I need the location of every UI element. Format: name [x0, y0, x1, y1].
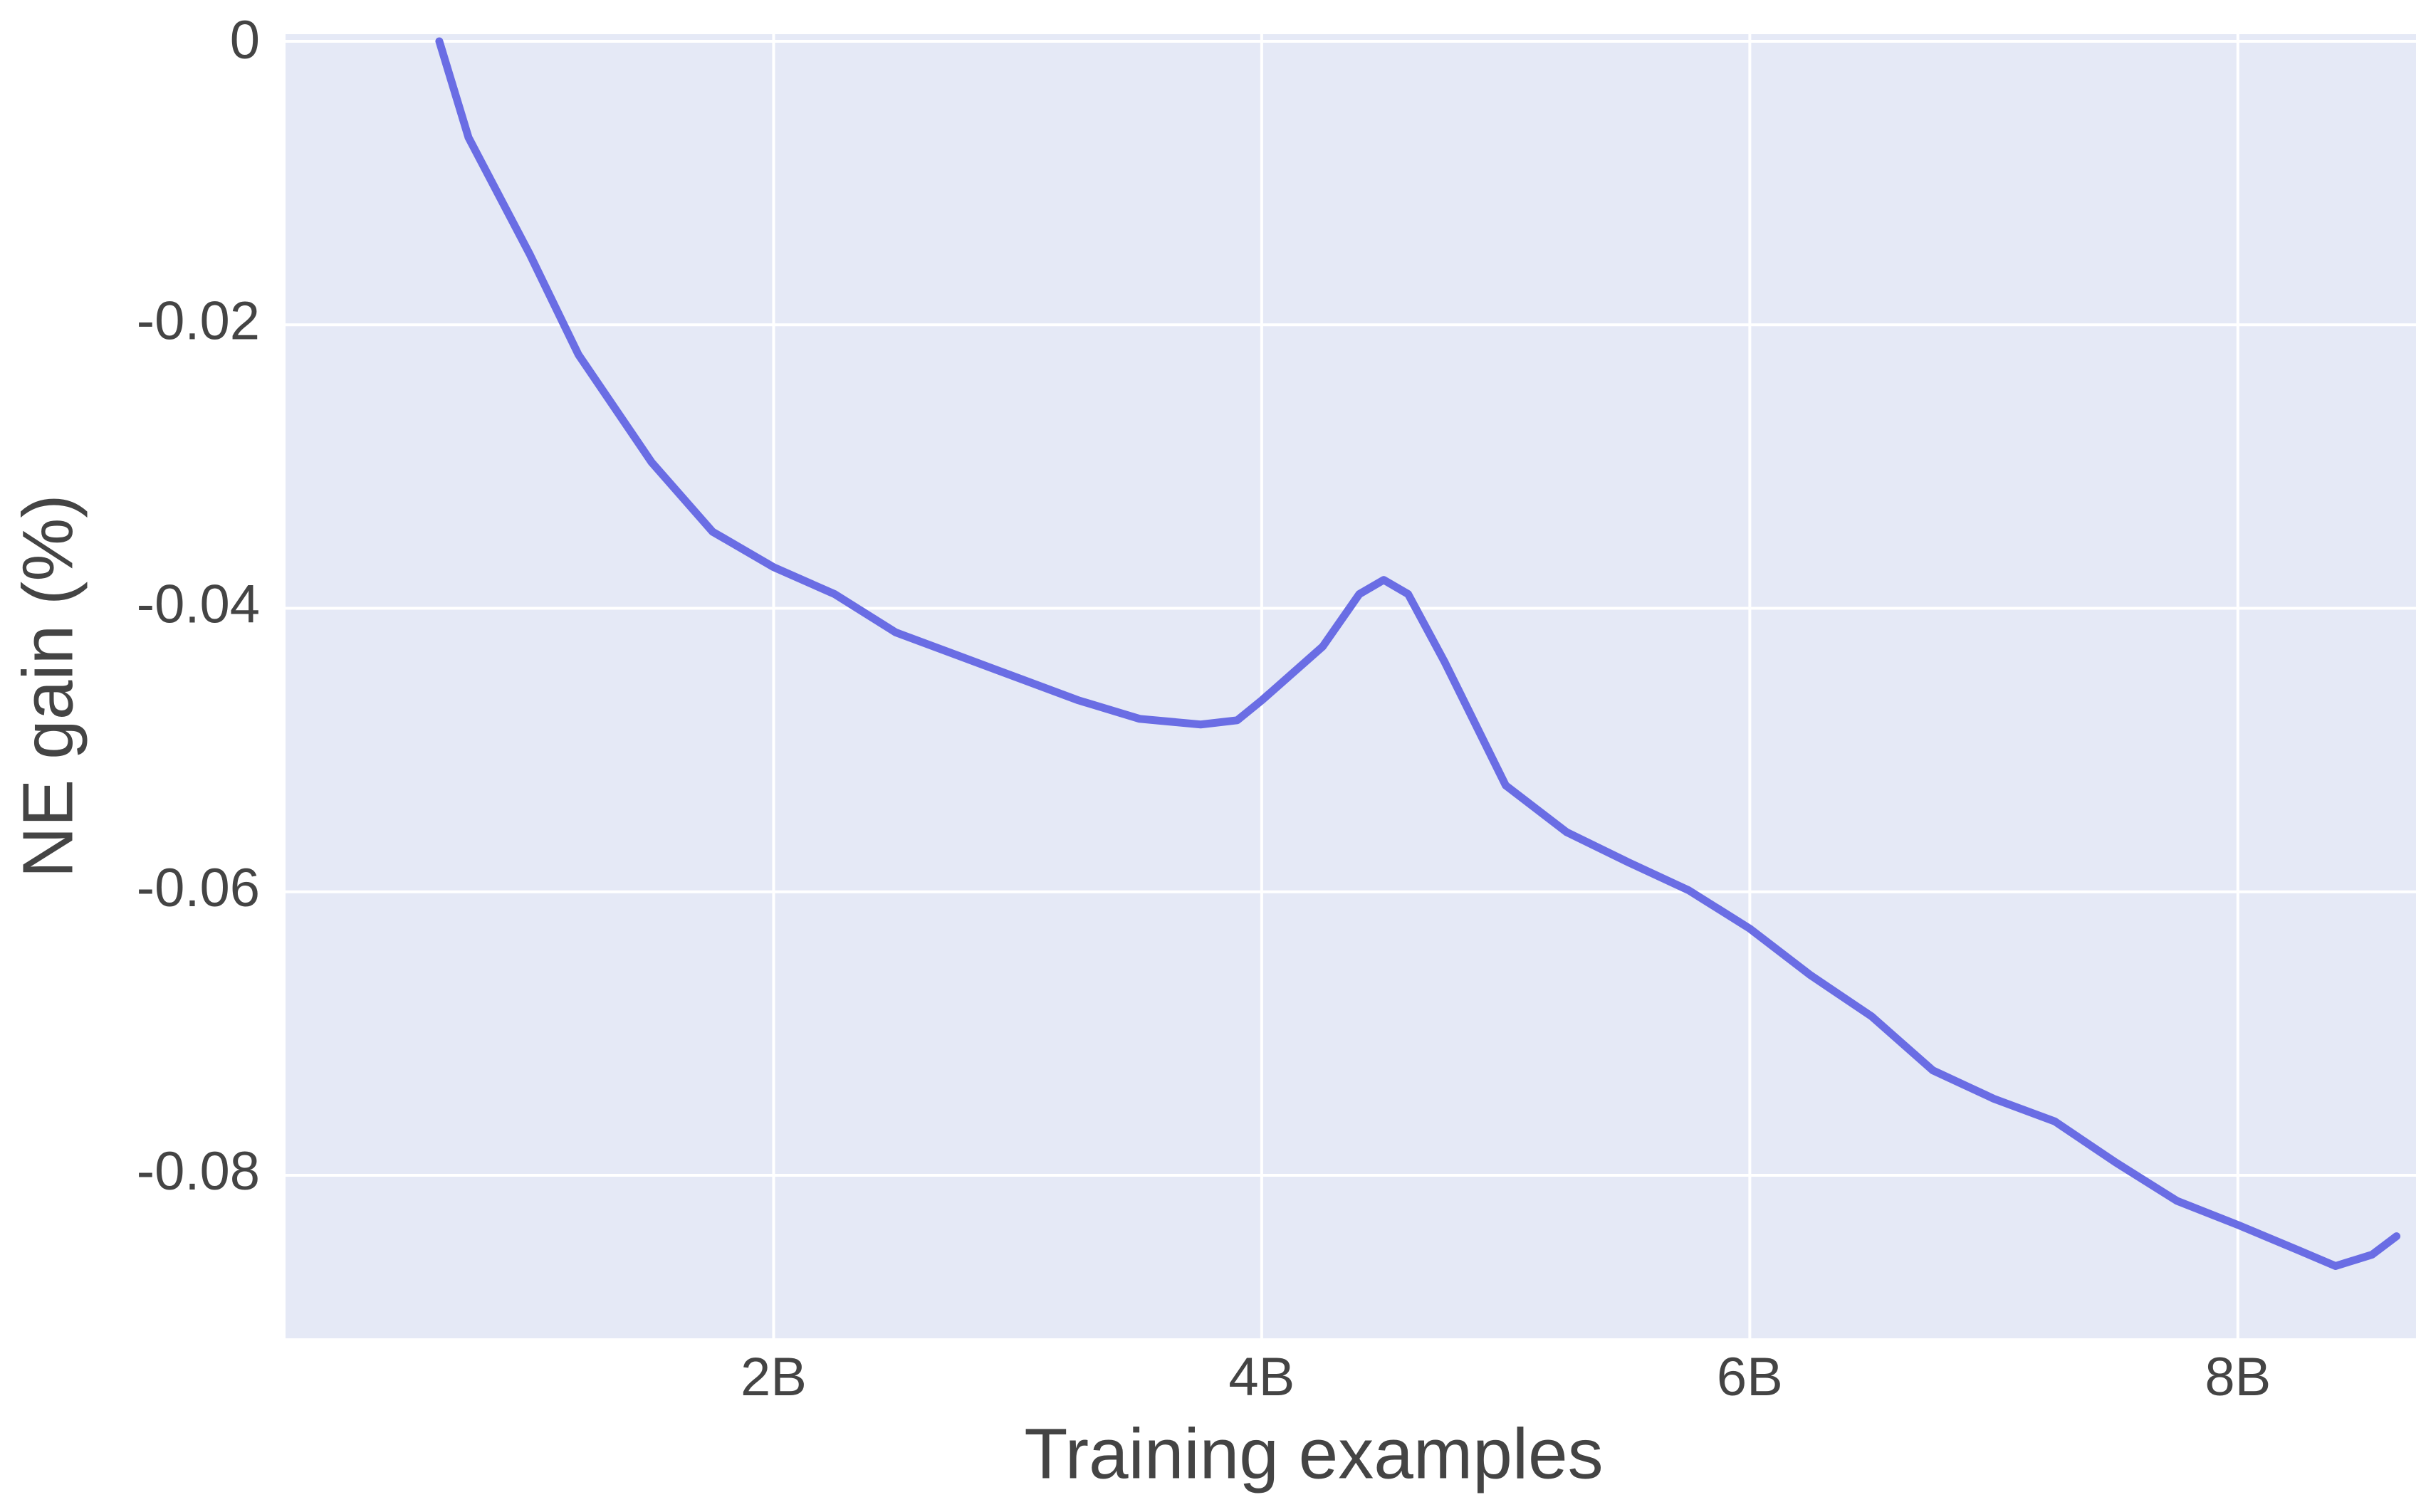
x-tick-label: 6B [1717, 1347, 1783, 1407]
y-tick-label: -0.04 [137, 574, 260, 635]
x-axis-title: Training examples [1024, 1414, 1603, 1493]
y-tick-label: -0.08 [137, 1141, 260, 1202]
plot-background [286, 34, 2416, 1338]
y-tick-label: -0.02 [137, 290, 260, 351]
y-tick-label: -0.06 [137, 858, 260, 918]
x-tick-label: 2B [741, 1347, 807, 1407]
x-tick-label: 4B [1228, 1347, 1295, 1407]
y-tick-label: 0 [230, 10, 260, 70]
y-axis-title: NE gain (%) [8, 494, 88, 878]
x-tick-label: 8B [2205, 1347, 2271, 1407]
line-series [435, 37, 2401, 1270]
